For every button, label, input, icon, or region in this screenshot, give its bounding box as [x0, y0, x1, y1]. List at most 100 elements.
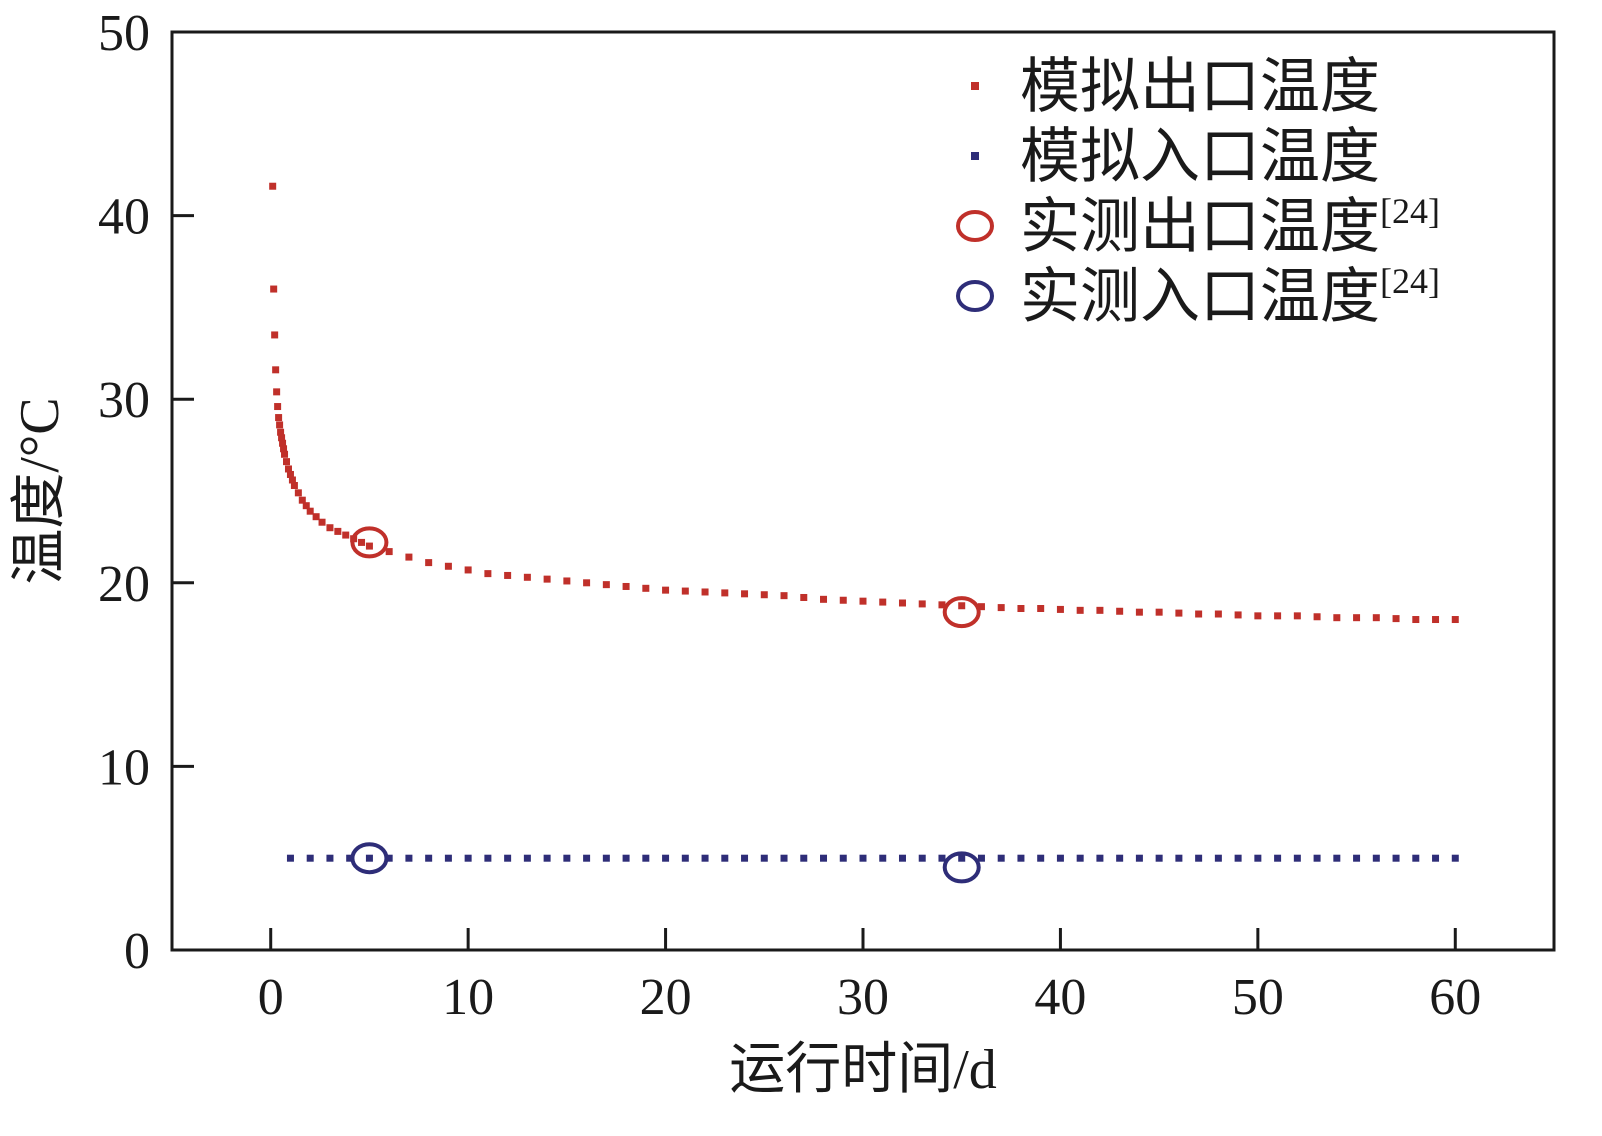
simulated-point — [425, 854, 433, 862]
x-tick-label: 10 — [442, 969, 494, 1026]
legend-label-text: 模拟出口温度 — [1020, 54, 1380, 120]
simulated-point — [318, 518, 326, 526]
simulated-point — [543, 575, 551, 583]
measured-point — [942, 851, 981, 884]
simulated-point — [1274, 854, 1282, 862]
simulated-point — [1412, 854, 1420, 862]
simulated-point — [1135, 608, 1143, 616]
simulated-point — [1096, 854, 1104, 862]
simulated-point — [1451, 616, 1459, 624]
simulated-point — [302, 502, 310, 510]
simulated-point — [346, 854, 354, 862]
simulated-point — [1017, 854, 1025, 862]
x-tick-label: 40 — [1034, 969, 1086, 1026]
simulated-point — [1432, 854, 1440, 862]
legend-label: 实测出口温度[24] — [1020, 191, 1440, 260]
simulated-point — [280, 445, 288, 453]
simulated-point — [279, 439, 287, 447]
simulated-point — [760, 854, 768, 862]
simulated-point — [1451, 854, 1459, 862]
y-tick-label: 30 — [98, 372, 150, 429]
simulated-point — [444, 854, 452, 862]
x-tick-label: 30 — [837, 969, 889, 1026]
simulated-point — [1076, 854, 1084, 862]
simulated-point — [1234, 611, 1242, 619]
simulated-point — [898, 854, 906, 862]
simulated-point — [277, 428, 285, 436]
simulated-point — [365, 854, 373, 862]
simulated-point — [286, 854, 294, 862]
simulated-point — [543, 854, 551, 862]
simulated-point — [721, 854, 729, 862]
simulated-point — [602, 581, 610, 589]
simulated-point — [1254, 612, 1262, 620]
simulated-point — [425, 559, 433, 567]
y-tick-label: 10 — [98, 739, 150, 796]
simulated-point — [1037, 854, 1045, 862]
simulated-point — [290, 481, 298, 489]
legend-label-text: 实测入口温度 — [1020, 264, 1380, 330]
simulated-point — [1254, 854, 1262, 862]
simulated-point — [1116, 607, 1124, 615]
y-tick-label: 50 — [98, 5, 150, 62]
simulated-point — [820, 595, 828, 603]
series-3 — [350, 842, 981, 884]
simulated-point — [1135, 854, 1143, 862]
legend-label: 模拟入口温度 — [1020, 124, 1380, 190]
simulated-point — [1392, 854, 1400, 862]
simulated-point — [642, 854, 650, 862]
legend-label-text: 实测出口温度 — [1020, 194, 1380, 260]
measured-point — [942, 596, 981, 629]
simulated-point — [977, 854, 985, 862]
simulated-point — [701, 588, 709, 596]
simulated-point — [681, 854, 689, 862]
simulated-point — [1353, 614, 1361, 622]
simulated-point — [997, 604, 1005, 612]
simulated-point — [1175, 854, 1183, 862]
legend-citation: [24] — [1380, 261, 1440, 301]
simulated-point — [464, 566, 472, 574]
simulated-point — [1175, 609, 1183, 617]
simulated-point — [1234, 854, 1242, 862]
simulated-point — [800, 593, 808, 601]
simulated-point — [405, 854, 413, 862]
simulated-point — [938, 854, 946, 862]
simulated-point — [583, 854, 591, 862]
simulated-point — [918, 600, 926, 608]
y-tick-label: 40 — [98, 189, 150, 246]
simulated-point — [1432, 616, 1440, 624]
simulated-point — [760, 591, 768, 599]
simulated-point — [563, 577, 571, 585]
legend-item: 模拟入口温度 — [971, 124, 1380, 190]
legend-circle-marker — [956, 280, 994, 312]
simulated-point — [741, 854, 749, 862]
legend-item: 实测出口温度[24] — [956, 191, 1440, 260]
simulated-point — [272, 366, 280, 374]
simulated-point — [1195, 610, 1203, 618]
simulated-point — [306, 854, 314, 862]
data-marks — [269, 182, 1459, 884]
simulated-point — [464, 854, 472, 862]
simulated-point — [1313, 854, 1321, 862]
simulated-point — [306, 507, 314, 515]
simulated-point — [1313, 613, 1321, 621]
simulated-point — [1037, 605, 1045, 613]
simulated-point — [275, 414, 283, 422]
simulated-point — [997, 854, 1005, 862]
simulated-point — [385, 854, 393, 862]
simulated-point — [283, 458, 291, 466]
simulated-point — [358, 538, 366, 546]
legend-citation: [24] — [1380, 191, 1440, 231]
simulated-point — [780, 592, 788, 600]
legend-square-marker — [971, 82, 979, 90]
simulated-point — [365, 542, 373, 550]
simulated-point — [1096, 606, 1104, 614]
legend-item: 模拟出口温度 — [971, 54, 1380, 120]
simulated-point — [286, 470, 294, 478]
simulated-point — [1017, 605, 1025, 613]
simulated-point — [1214, 610, 1222, 618]
simulated-point — [800, 854, 808, 862]
simulated-point — [622, 582, 630, 590]
